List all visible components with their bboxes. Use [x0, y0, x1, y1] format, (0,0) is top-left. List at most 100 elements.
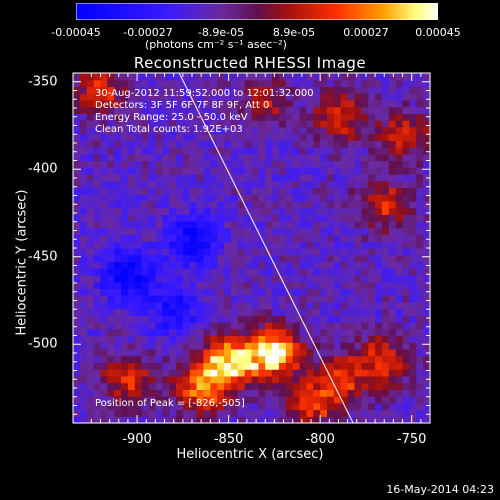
- heatmap-cell: [107, 335, 115, 343]
- heatmap-cell: [347, 126, 356, 135]
- heatmap-cell: [347, 153, 356, 162]
- heatmap-cell: [285, 335, 294, 343]
- heatmap-cell: [251, 315, 259, 323]
- heatmap-cell: [224, 248, 232, 256]
- heatmap-cell: [306, 79, 314, 88]
- heatmap-cell: [182, 396, 191, 404]
- heatmap-cell: [79, 382, 88, 390]
- heatmap-cell: [175, 322, 184, 330]
- heatmap-cell: [175, 126, 184, 135]
- heatmap-cell: [237, 173, 246, 182]
- heatmap-cell: [224, 227, 232, 236]
- heatmap-cell: [251, 254, 259, 263]
- heatmap-cell: [265, 416, 273, 424]
- heatmap-cell: [237, 227, 246, 236]
- heatmap-cell: [100, 396, 108, 404]
- heatmap-cell: [203, 113, 211, 121]
- heatmap-cell: [237, 274, 246, 283]
- heatmap-cell: [93, 328, 102, 337]
- heatmap-cell: [333, 268, 342, 276]
- heatmap-cell: [182, 153, 191, 162]
- heatmap-cell: [121, 274, 129, 283]
- heatmap-cell: [423, 274, 431, 283]
- heatmap-cell: [107, 187, 115, 195]
- heatmap-cell: [388, 342, 397, 350]
- heatmap-cell: [141, 362, 150, 370]
- heatmap-cell: [86, 254, 95, 263]
- heatmap-cell: [175, 73, 184, 81]
- heatmap-cell: [217, 106, 225, 114]
- heatmap-cell: [333, 147, 342, 155]
- heatmap-cell: [107, 120, 115, 128]
- heatmap-cell: [162, 241, 170, 249]
- heatmap-cell: [107, 295, 115, 303]
- heatmap-cell: [196, 288, 205, 296]
- heatmap-cell: [86, 274, 95, 283]
- heatmap-cell: [313, 133, 321, 141]
- heatmap-cell: [203, 396, 211, 404]
- heatmap-cell: [272, 402, 280, 411]
- heatmap-cell: [320, 315, 328, 323]
- heatmap-cell: [196, 274, 205, 283]
- heatmap-cell: [278, 147, 287, 155]
- heatmap-cell: [306, 241, 314, 249]
- heatmap-cell: [155, 200, 163, 209]
- heatmap-cell: [107, 160, 115, 168]
- heatmap-cell: [203, 402, 211, 411]
- heatmap-cell: [333, 173, 342, 182]
- heatmap-cell: [375, 416, 383, 424]
- heatmap-cell: [388, 106, 397, 114]
- heatmap-cell: [409, 248, 417, 256]
- heatmap-cell: [162, 248, 170, 256]
- heatmap-cell: [86, 396, 95, 404]
- heatmap-cell: [141, 227, 150, 236]
- heatmap-cell: [306, 322, 314, 330]
- heatmap-cell: [210, 375, 218, 384]
- heatmap-cell: [333, 274, 342, 283]
- heatmap-cell: [217, 315, 225, 323]
- heatmap-cell: [354, 382, 362, 390]
- heatmap-cell: [141, 274, 150, 283]
- heatmap-cell: [169, 153, 177, 162]
- heatmap-cell: [148, 382, 156, 390]
- heatmap-cell: [333, 86, 342, 94]
- heatmap-cell: [251, 248, 259, 256]
- heatmap-cell: [100, 214, 108, 222]
- heatmap-cell: [409, 369, 417, 377]
- heatmap-cell: [189, 288, 198, 296]
- heatmap-cell: [313, 402, 321, 411]
- heatmap-cell: [141, 126, 150, 135]
- heatmap-cell: [388, 355, 397, 364]
- heatmap-cell: [381, 126, 390, 135]
- heatmap-cell: [100, 106, 108, 114]
- heatmap-cell: [265, 261, 273, 269]
- heatmap-cell: [285, 73, 294, 81]
- heatmap-cell: [340, 281, 349, 289]
- heatmap-cell: [299, 322, 308, 330]
- heatmap-cell: [175, 348, 184, 357]
- heatmap-cell: [189, 147, 198, 155]
- heatmap-cell: [134, 241, 143, 249]
- heatmap-cell: [224, 86, 232, 94]
- heatmap-cell: [148, 335, 156, 343]
- heatmap-cell: [141, 355, 150, 364]
- heatmap-cell: [79, 402, 88, 411]
- heatmap-cell: [340, 113, 349, 121]
- heatmap-cell: [258, 180, 266, 189]
- heatmap-cell: [395, 160, 404, 168]
- heatmap-cell: [306, 335, 314, 343]
- heatmap-cell: [210, 153, 218, 162]
- heatmap-cell: [196, 126, 205, 135]
- heatmap-cell: [73, 167, 81, 175]
- heatmap-cell: [175, 160, 184, 168]
- heatmap-cell: [299, 79, 308, 88]
- heatmap-cell: [73, 322, 81, 330]
- heatmap-cell: [278, 106, 287, 114]
- heatmap-cell: [79, 342, 88, 350]
- heatmap-cell: [93, 362, 102, 370]
- heatmap-cell: [237, 315, 246, 323]
- heatmap-cell: [409, 355, 417, 364]
- heatmap-cell: [416, 355, 424, 364]
- heatmap-cell: [134, 322, 143, 330]
- heatmap-cell: [141, 133, 150, 141]
